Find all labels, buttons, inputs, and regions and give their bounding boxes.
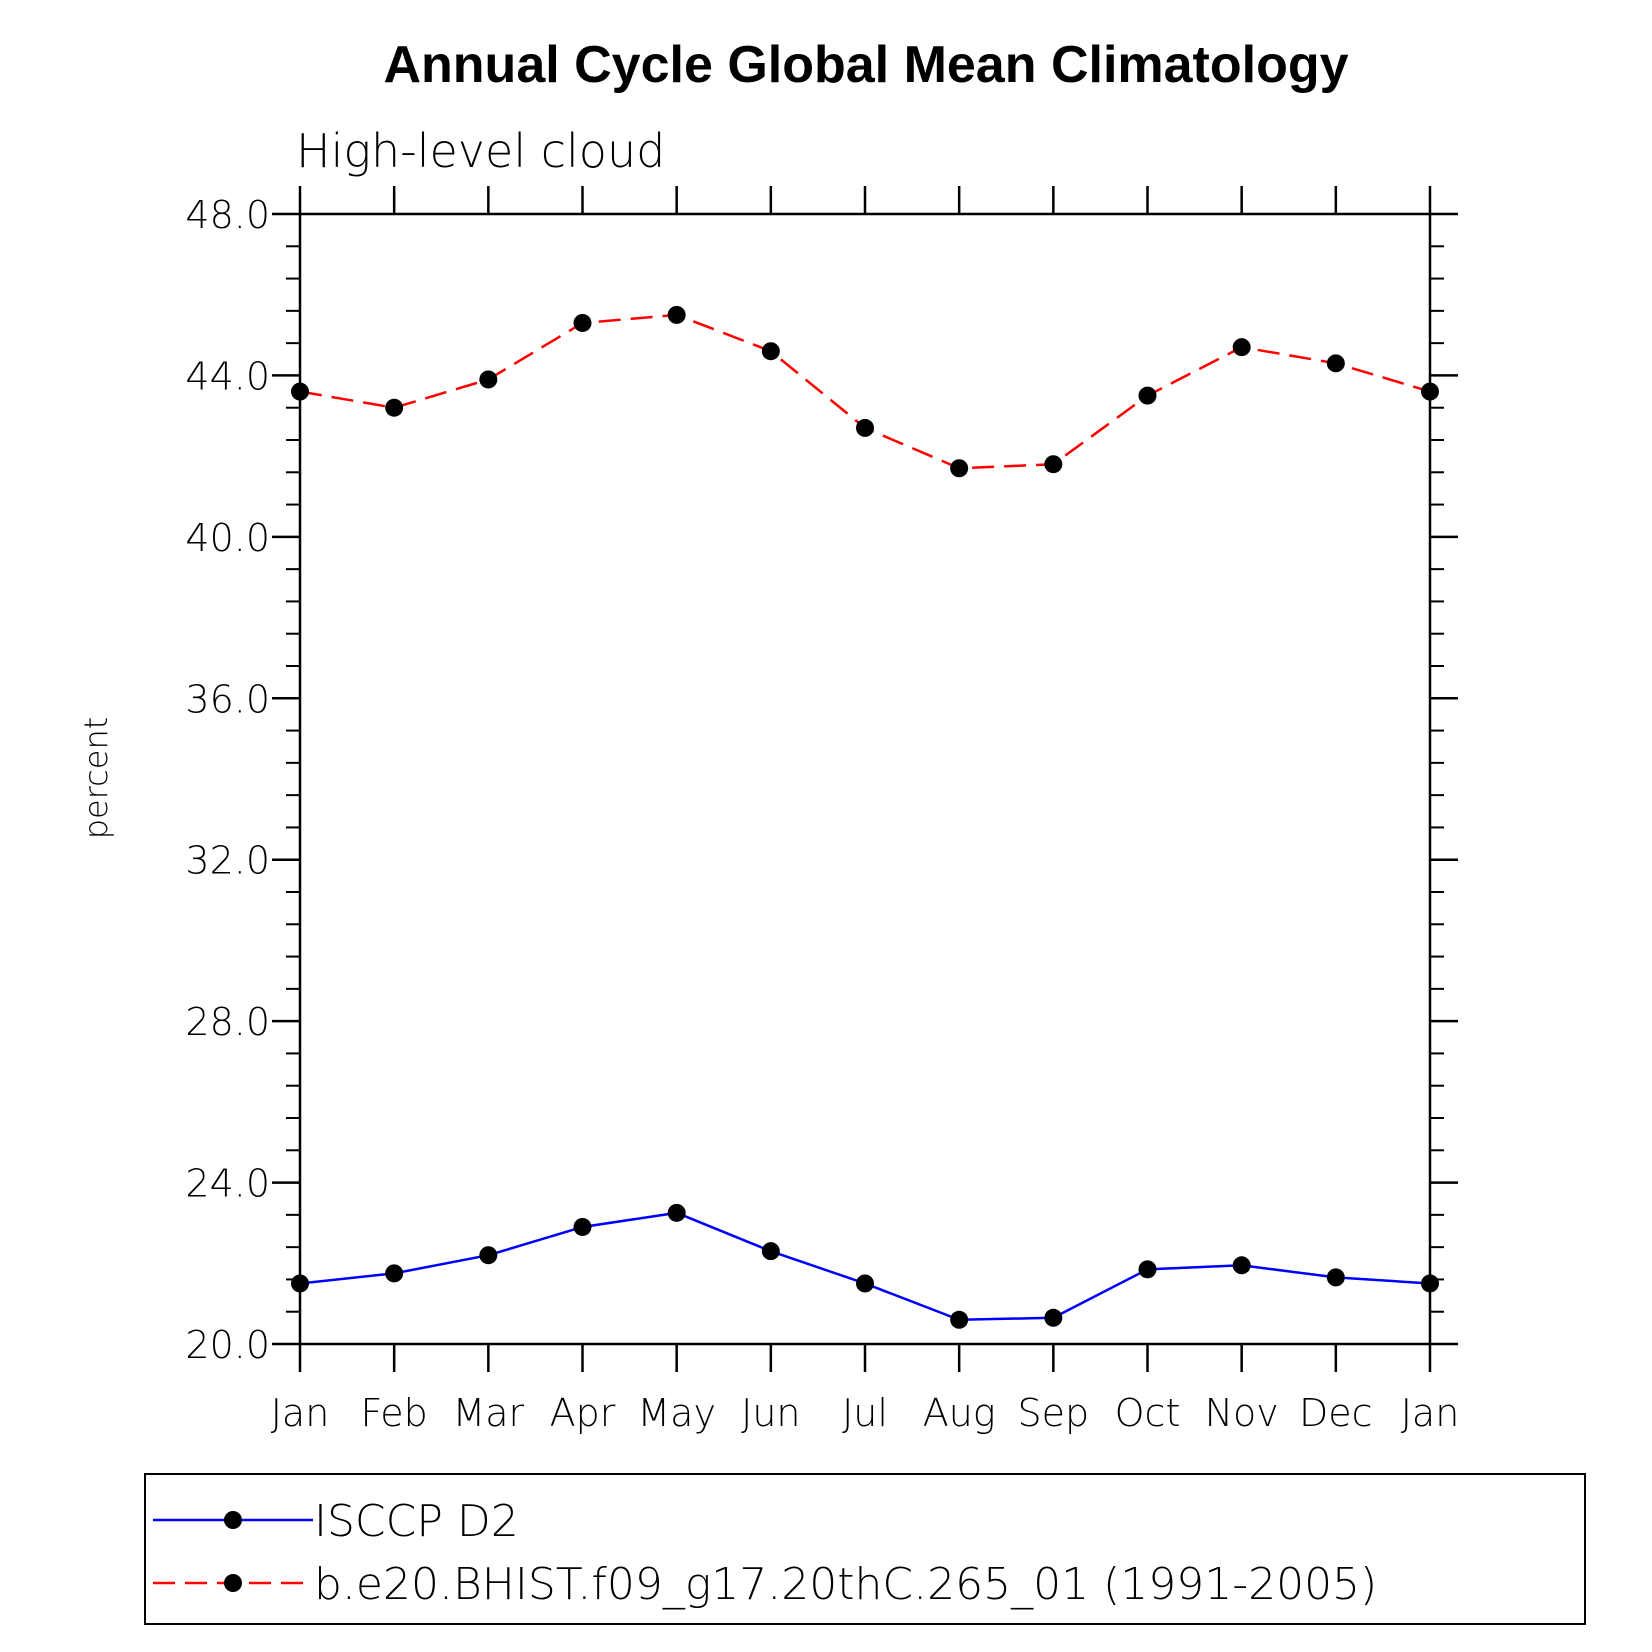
data-point xyxy=(479,1246,498,1265)
y-axis-label: percent xyxy=(77,717,115,840)
x-tick-label: Aug xyxy=(923,1391,996,1435)
data-point xyxy=(385,398,404,417)
legend-entry: ISCCP D2 xyxy=(153,1496,519,1547)
y-tick-label: 20.0 xyxy=(185,1323,270,1367)
data-point xyxy=(950,459,969,478)
data-point xyxy=(950,1310,969,1329)
x-tick-label: May xyxy=(637,1391,716,1435)
legend-label: ISCCP D2 xyxy=(314,1496,519,1547)
legend-entries: ISCCP D2 b.e20.BHIST.f09_g17.20thC.265_01… xyxy=(153,1496,1377,1610)
data-point xyxy=(1326,1268,1345,1287)
data-point xyxy=(479,370,498,389)
data-point xyxy=(856,1274,874,1293)
x-tick-label: Feb xyxy=(361,1391,428,1435)
y-tick-label: 48.0 xyxy=(185,193,270,237)
plot-frame xyxy=(298,212,1432,1346)
data-point xyxy=(385,1264,404,1283)
x-tick-label: Mar xyxy=(452,1391,524,1435)
data-point xyxy=(291,1274,309,1293)
legend: ISCCP D2 b.e20.BHIST.f09_g17.20thC.265_01… xyxy=(144,1473,1586,1625)
y-tick-label: 36.0 xyxy=(185,677,270,721)
data-point xyxy=(573,1217,592,1236)
axes: Jan Feb Mar Apr May Jun Jul Aug Sep Oct Nov Dec Jan2… xyxy=(185,186,1459,1435)
data-point xyxy=(1232,338,1251,357)
data-point xyxy=(1232,1256,1251,1275)
x-tick-label: Apr xyxy=(550,1391,616,1435)
legend-box xyxy=(144,1473,1586,1625)
series-line xyxy=(299,313,1431,470)
data-point xyxy=(1326,354,1345,373)
data-point xyxy=(1421,382,1439,401)
data-point xyxy=(761,342,780,361)
series-1 xyxy=(291,1203,1439,1329)
y-tick-label: 32.0 xyxy=(185,839,270,883)
chart-title: Annual Cycle Global Mean Climatology xyxy=(383,36,1348,94)
data-point xyxy=(667,305,686,324)
x-tick-label: Jan xyxy=(271,1391,330,1435)
legend-label: b.e20.BHIST.f09_g17.20thC.265_01 (1991-2… xyxy=(314,1559,1377,1610)
data-point xyxy=(856,418,874,437)
data-point xyxy=(1044,455,1063,474)
series-line xyxy=(299,1211,1431,1322)
series-2 xyxy=(291,305,1439,478)
data-point xyxy=(1044,1308,1063,1327)
y-tick-label: 44.0 xyxy=(185,354,270,398)
x-tick-label: Jul xyxy=(842,1391,888,1435)
x-tick-label: Jan xyxy=(1401,1391,1460,1435)
data-point xyxy=(291,382,309,401)
y-tick-label: 28.0 xyxy=(185,1000,270,1044)
x-tick-label: Sep xyxy=(1018,1391,1090,1435)
data-point xyxy=(1138,386,1157,405)
data-point xyxy=(667,1203,686,1222)
y-tick-label: 24.0 xyxy=(185,1162,270,1206)
data-point xyxy=(761,1242,780,1261)
legend-marker xyxy=(224,1574,242,1592)
x-tick-label: Oct xyxy=(1115,1391,1181,1435)
data-point xyxy=(573,313,592,332)
data-point xyxy=(1138,1260,1157,1279)
x-tick-label: Dec xyxy=(1299,1391,1373,1435)
series xyxy=(291,305,1439,1329)
y-tick-label: 40.0 xyxy=(185,516,270,560)
x-tick-label: Nov xyxy=(1205,1391,1279,1435)
data-point xyxy=(1421,1274,1439,1293)
legend-entry: b.e20.BHIST.f09_g17.20thC.265_01 (1991-2… xyxy=(153,1559,1377,1610)
x-tick-label: Jun xyxy=(741,1391,800,1435)
chart-subtitle: High-level cloud xyxy=(296,124,665,178)
legend-marker xyxy=(224,1511,242,1529)
